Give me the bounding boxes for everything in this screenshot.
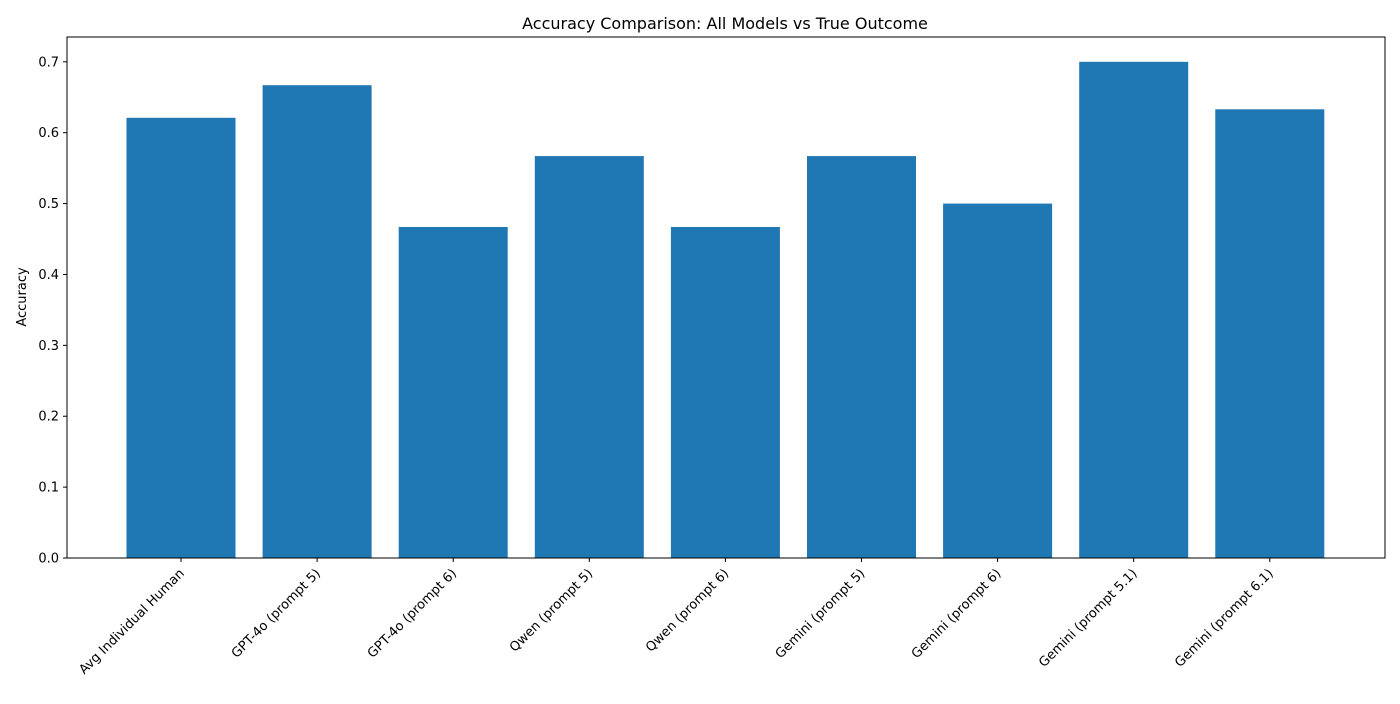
- bar: [807, 156, 916, 558]
- x-tick-label: GPT-4o (prompt 6): [365, 566, 460, 661]
- plot-frame: [66, 36, 1386, 559]
- bar: [126, 117, 236, 559]
- y-tick-label: 0.7: [38, 55, 59, 70]
- x-tick-label: Gemini (prompt 6.1): [1172, 566, 1276, 670]
- y-axis: 0.0 0.1 0.2 0.3 0.4 0.5 0.6 0.7: [38, 55, 67, 567]
- y-tick-label: 0.0: [38, 552, 59, 567]
- y-axis-label: Accuracy: [15, 267, 30, 327]
- x-axis: Avg Individual Human GPT-4o (prompt 5) GPT…: [76, 558, 1277, 678]
- bar: [534, 156, 644, 558]
- bar: [1079, 61, 1189, 559]
- x-tick-label: Gemini (prompt 6): [909, 566, 1005, 662]
- y-tick-label: 0.1: [38, 481, 59, 496]
- y-tick-label: 0.5: [38, 197, 59, 212]
- bar: [943, 203, 1053, 558]
- y-tick-label: 0.3: [38, 339, 59, 354]
- y-tick-label: 0.6: [38, 126, 59, 141]
- x-tick-label: GPT-4o (prompt 5): [229, 566, 324, 661]
- bar: [1215, 109, 1325, 559]
- x-tick-label: Gemini (prompt 5.1): [1036, 566, 1140, 670]
- bar: [398, 227, 508, 558]
- x-tick-label: Qwen (prompt 5): [507, 566, 596, 655]
- chart-title: Accuracy Comparison: All Models vs True …: [522, 14, 928, 33]
- y-tick-label: 0.4: [38, 268, 59, 283]
- y-tick-label: 0.2: [38, 410, 59, 425]
- bar: [262, 85, 372, 558]
- x-tick-label: Gemini (prompt 5): [773, 566, 869, 662]
- x-tick-label: Qwen (prompt 6): [643, 566, 732, 655]
- x-tick-label: Avg Individual Human: [76, 566, 187, 677]
- bars-group: [126, 61, 1325, 559]
- bar: [670, 227, 780, 558]
